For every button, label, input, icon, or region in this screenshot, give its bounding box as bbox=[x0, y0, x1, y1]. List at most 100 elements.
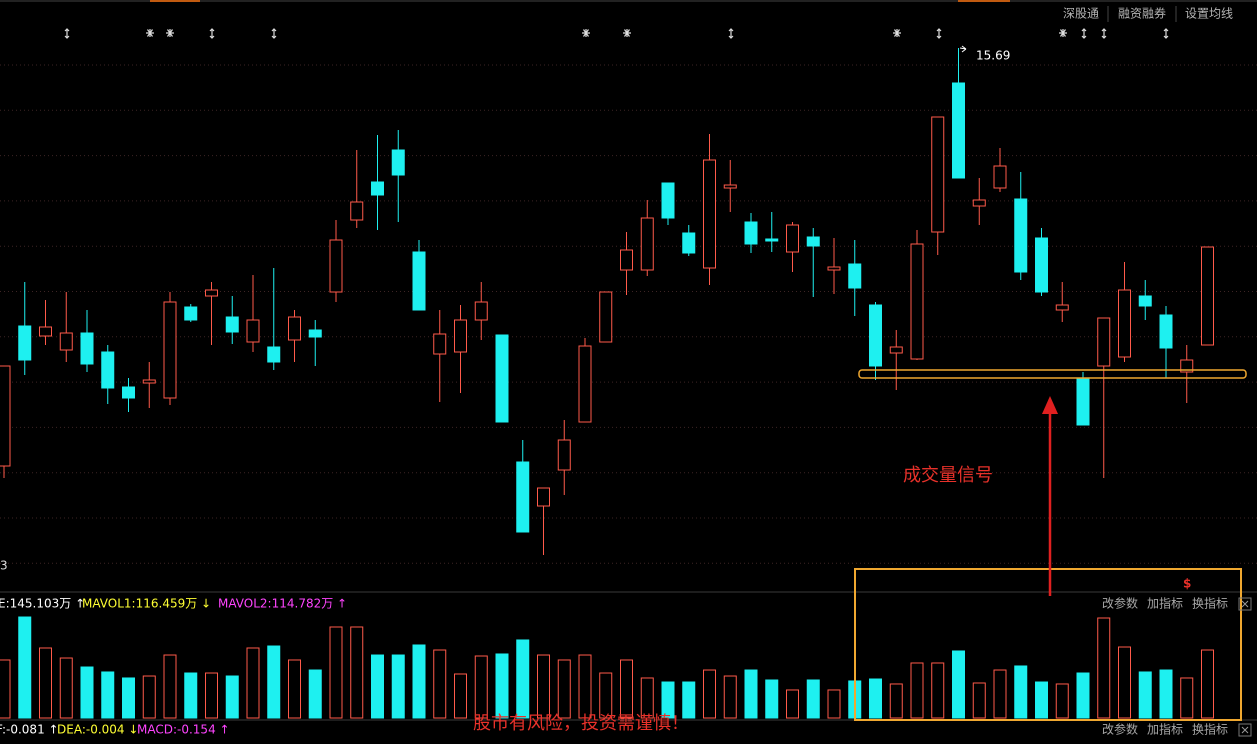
candle-body bbox=[682, 232, 696, 254]
candle-body bbox=[18, 325, 32, 361]
volume-bar bbox=[246, 647, 260, 719]
signal-icon bbox=[728, 28, 734, 39]
candle-body bbox=[516, 461, 530, 533]
volume-bar bbox=[205, 672, 218, 719]
panel-button[interactable]: 改参数 bbox=[1102, 722, 1138, 737]
legend-entry: MAVOL1:116.459万 ↓ bbox=[82, 597, 211, 611]
candle-body bbox=[433, 333, 447, 355]
volume-bar bbox=[1180, 677, 1194, 719]
panel-button[interactable]: 改参数 bbox=[1102, 596, 1138, 611]
signal-icon bbox=[166, 29, 174, 37]
volume-bar bbox=[433, 649, 447, 719]
close-box[interactable] bbox=[1238, 723, 1252, 737]
candle-body bbox=[952, 82, 965, 179]
volume-bar bbox=[1138, 671, 1152, 719]
close-cross[interactable] bbox=[1241, 726, 1249, 734]
volume-bar bbox=[682, 681, 696, 719]
volume-bar bbox=[578, 654, 592, 719]
candle-body bbox=[848, 263, 862, 289]
candle-body bbox=[39, 326, 52, 337]
candle-body bbox=[474, 301, 488, 321]
candle-body bbox=[765, 238, 779, 242]
candle-body bbox=[599, 291, 613, 343]
candle-body bbox=[495, 334, 509, 423]
volume-bar bbox=[806, 679, 820, 719]
volume-bar bbox=[0, 659, 11, 719]
candle-body bbox=[786, 224, 799, 253]
candle-body bbox=[391, 149, 405, 176]
y-label-fragment: 3 bbox=[0, 559, 8, 573]
volume-bar bbox=[122, 677, 135, 719]
panel-button[interactable]: 换指标 bbox=[1192, 596, 1228, 611]
candle-body bbox=[620, 249, 633, 271]
volume-bar bbox=[350, 626, 364, 719]
candle-body bbox=[1076, 377, 1090, 426]
volume-bars bbox=[0, 616, 1214, 719]
candle-body bbox=[267, 346, 281, 363]
signal-icon bbox=[893, 29, 901, 37]
macd-legend: MACD:-0.154 ↑ bbox=[137, 723, 230, 737]
volume-bar bbox=[1035, 681, 1048, 719]
volume-bar bbox=[765, 679, 779, 719]
top-edge bbox=[0, 0, 1257, 2]
arrow-head bbox=[1042, 396, 1058, 414]
macd-legend: DEA:-0.004 ↓ bbox=[57, 723, 138, 737]
volume-bar bbox=[1055, 683, 1069, 719]
volume-bar bbox=[391, 654, 405, 719]
candle-body bbox=[122, 386, 135, 399]
volume-bar bbox=[910, 662, 924, 719]
candle-body bbox=[246, 319, 260, 343]
candle-body bbox=[972, 199, 986, 207]
volume-bar bbox=[288, 659, 301, 719]
signal-icon bbox=[1081, 28, 1087, 39]
menu-item[interactable]: 融资融券 bbox=[1118, 6, 1166, 21]
candle-body bbox=[1035, 237, 1048, 293]
candle-body bbox=[1118, 289, 1131, 358]
volume-bar bbox=[640, 677, 654, 719]
volume-bar bbox=[1014, 665, 1028, 719]
volume-bar bbox=[931, 662, 945, 719]
legend-entry: E:145.103万 ↑ bbox=[0, 597, 85, 611]
volume-bar bbox=[786, 689, 799, 719]
high-label: 15.69 bbox=[976, 49, 1010, 63]
close-button[interactable] bbox=[1238, 723, 1252, 737]
close-button[interactable] bbox=[1238, 597, 1252, 611]
volume-box bbox=[854, 568, 1242, 721]
candles bbox=[0, 48, 1214, 555]
volume-bar bbox=[869, 678, 882, 719]
candle-body bbox=[910, 243, 924, 360]
volume-bar bbox=[39, 647, 52, 719]
volume-bar bbox=[1159, 669, 1173, 719]
close-box[interactable] bbox=[1238, 597, 1252, 611]
candle-body bbox=[350, 201, 364, 221]
signal-icon bbox=[1101, 28, 1107, 39]
volume-bar bbox=[474, 655, 488, 719]
signal-icon bbox=[1059, 29, 1067, 37]
candle-body bbox=[578, 345, 592, 423]
panel-button[interactable]: 加指标 bbox=[1147, 722, 1183, 737]
close-cross[interactable] bbox=[1241, 600, 1249, 608]
volume-bar bbox=[101, 671, 115, 719]
volume-bar bbox=[1201, 649, 1214, 719]
volume-bar bbox=[454, 673, 467, 719]
candle-body bbox=[1014, 198, 1028, 273]
panel-button[interactable]: 加指标 bbox=[1147, 596, 1183, 611]
high-pointer bbox=[959, 45, 967, 53]
macd-legend: F:-0.081 ↑ bbox=[0, 723, 59, 737]
candle-body bbox=[1097, 317, 1111, 367]
top-highlight bbox=[958, 0, 1010, 2]
menu-item[interactable]: 设置均线 bbox=[1185, 7, 1233, 21]
candle-body bbox=[557, 439, 571, 471]
volume-bar bbox=[661, 681, 675, 719]
volume-bar bbox=[889, 683, 903, 719]
signal-icon bbox=[936, 28, 942, 39]
volume-bar bbox=[537, 654, 550, 719]
support-box bbox=[858, 369, 1247, 379]
signal-icon bbox=[209, 28, 215, 39]
candle-body bbox=[163, 301, 177, 399]
volume-bar bbox=[557, 659, 571, 719]
panel-button[interactable]: 换指标 bbox=[1192, 722, 1228, 737]
candle-body bbox=[661, 182, 675, 219]
menu-item[interactable]: 深股通 bbox=[1063, 7, 1099, 21]
